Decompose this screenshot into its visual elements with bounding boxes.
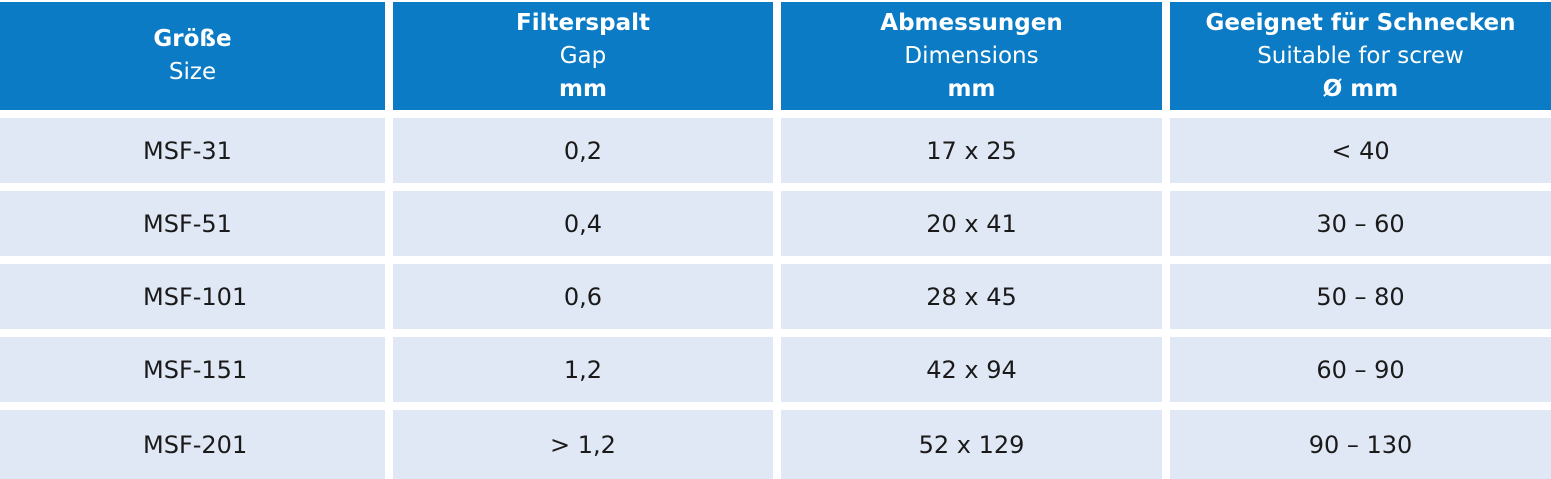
header-cell-gap: Filterspalt Gap mm: [393, 2, 773, 110]
cell-size: MSF-101: [0, 264, 385, 329]
header-cell-screw: Geeignet für Schnecken Suitable for scre…: [1170, 2, 1551, 110]
cell-text: 0,6: [563, 282, 603, 311]
cell-text: 0,4: [563, 209, 603, 238]
cell-text: 1,2: [563, 355, 603, 384]
header-cell-size: Größe Size: [0, 2, 385, 110]
cell-text: 60 – 90: [1316, 355, 1405, 384]
cell-text: MSF-31: [143, 136, 232, 165]
header-label-en: Gap: [559, 42, 607, 69]
cell-text: 30 – 60: [1316, 209, 1405, 238]
cell-screw: 60 – 90: [1170, 337, 1551, 402]
cell-text: 50 – 80: [1316, 282, 1405, 311]
cell-text: < 40: [1331, 136, 1390, 165]
cell-text: MSF-201: [143, 430, 248, 459]
cell-screw: 90 – 130: [1170, 410, 1551, 479]
cell-dimensions: 17 x 25: [781, 118, 1162, 183]
cell-text: MSF-51: [143, 209, 232, 238]
cell-text: MSF-101: [143, 282, 248, 311]
cell-gap: 1,2: [393, 337, 773, 402]
cell-gap: 0,4: [393, 191, 773, 256]
header-label-de: Abmessungen: [880, 9, 1063, 36]
cell-text: 52 x 129: [918, 430, 1025, 459]
cell-size: MSF-31: [0, 118, 385, 183]
header-cell-dimensions: Abmessungen Dimensions mm: [781, 2, 1162, 110]
cell-text: > 1,2: [550, 430, 616, 459]
cell-screw: < 40: [1170, 118, 1551, 183]
cell-text: 20 x 41: [926, 209, 1017, 238]
header-label-de: Größe: [153, 26, 232, 52]
cell-gap: > 1,2: [393, 410, 773, 479]
cell-gap: 0,6: [393, 264, 773, 329]
cell-text: 42 x 94: [926, 355, 1017, 384]
cell-size: MSF-51: [0, 191, 385, 256]
cell-dimensions: 20 x 41: [781, 191, 1162, 256]
cell-size: MSF-151: [0, 337, 385, 402]
cell-screw: 30 – 60: [1170, 191, 1551, 256]
header-label-en: Dimensions: [904, 42, 1039, 69]
header-unit: mm: [559, 75, 607, 102]
header-label-en: Size: [168, 59, 217, 85]
cell-text: 17 x 25: [926, 136, 1017, 165]
cell-text: 28 x 45: [926, 282, 1017, 311]
header-label-de: Geeignet für Schnecken: [1205, 9, 1516, 36]
header-label-de: Filterspalt: [516, 9, 650, 36]
header-label-en: Suitable for screw: [1257, 42, 1464, 69]
cell-text: 90 – 130: [1308, 430, 1413, 459]
header-unit: mm: [947, 75, 996, 102]
cell-text: 0,2: [563, 136, 603, 165]
cell-gap: 0,2: [393, 118, 773, 183]
header-unit: Ø mm: [1322, 75, 1399, 102]
cell-size: MSF-201: [0, 410, 385, 479]
cell-dimensions: 52 x 129: [781, 410, 1162, 479]
cell-dimensions: 42 x 94: [781, 337, 1162, 402]
cell-screw: 50 – 80: [1170, 264, 1551, 329]
cell-text: MSF-151: [143, 355, 248, 384]
cell-dimensions: 28 x 45: [781, 264, 1162, 329]
